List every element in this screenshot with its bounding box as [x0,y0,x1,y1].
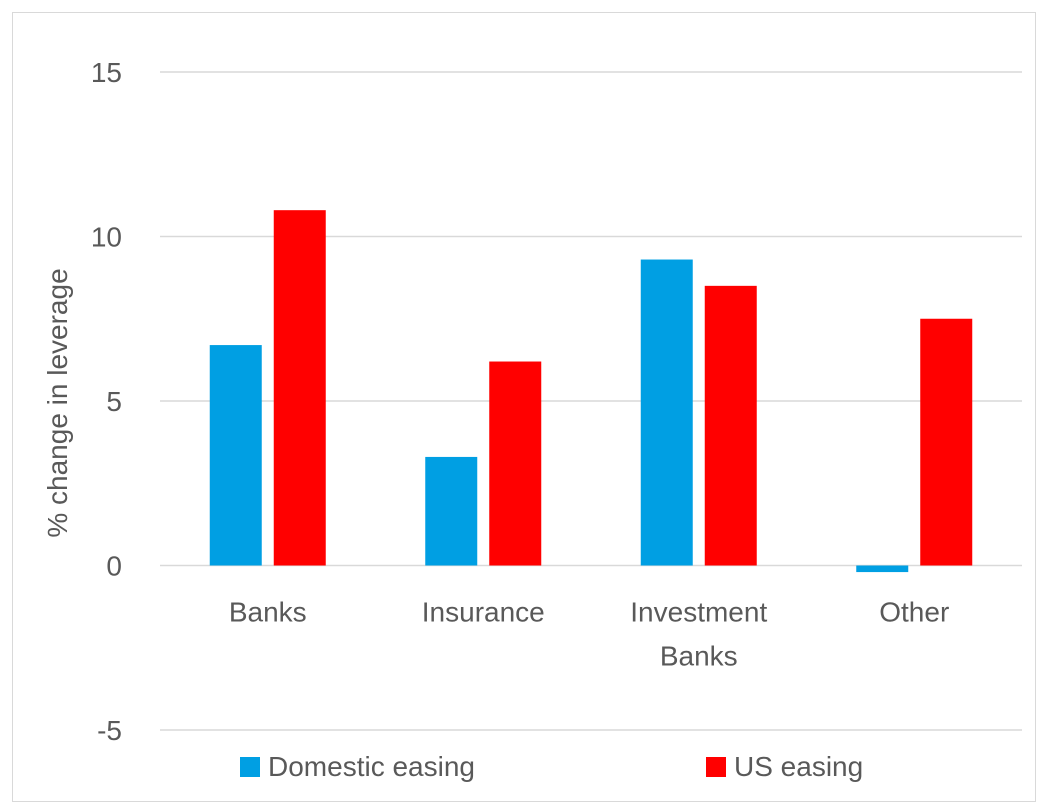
bar [856,565,909,573]
legend: Domestic easing US easing [240,751,863,782]
legend-swatch [240,757,260,777]
category-label: Banks [229,597,307,628]
y-tick-label: 15 [91,57,122,88]
bar [640,259,693,566]
y-tick-labels: -5 0 5 10 15 [91,57,122,746]
bar [704,285,757,566]
y-tick-label: 0 [106,551,122,582]
bar [489,361,542,566]
bars [209,210,973,573]
category-label: Other [879,597,949,628]
bar [920,318,973,566]
category-label: Investment [630,597,767,628]
bar [209,345,262,566]
chart-frame [12,12,1036,802]
y-tick-label: 10 [91,222,122,253]
category-labels: Banks Insurance Investment Banks Other [229,597,949,672]
legend-label: Domestic easing [268,751,475,782]
legend-swatch [706,757,726,777]
y-tick-label: -5 [97,715,122,746]
legend-label: US easing [734,751,863,782]
y-tick-label: 5 [106,386,122,417]
bar [273,210,326,566]
bar [425,456,478,566]
category-label: Insurance [422,597,545,628]
y-axis-label: % change in leverage [42,268,73,537]
category-label: Banks [660,641,738,672]
